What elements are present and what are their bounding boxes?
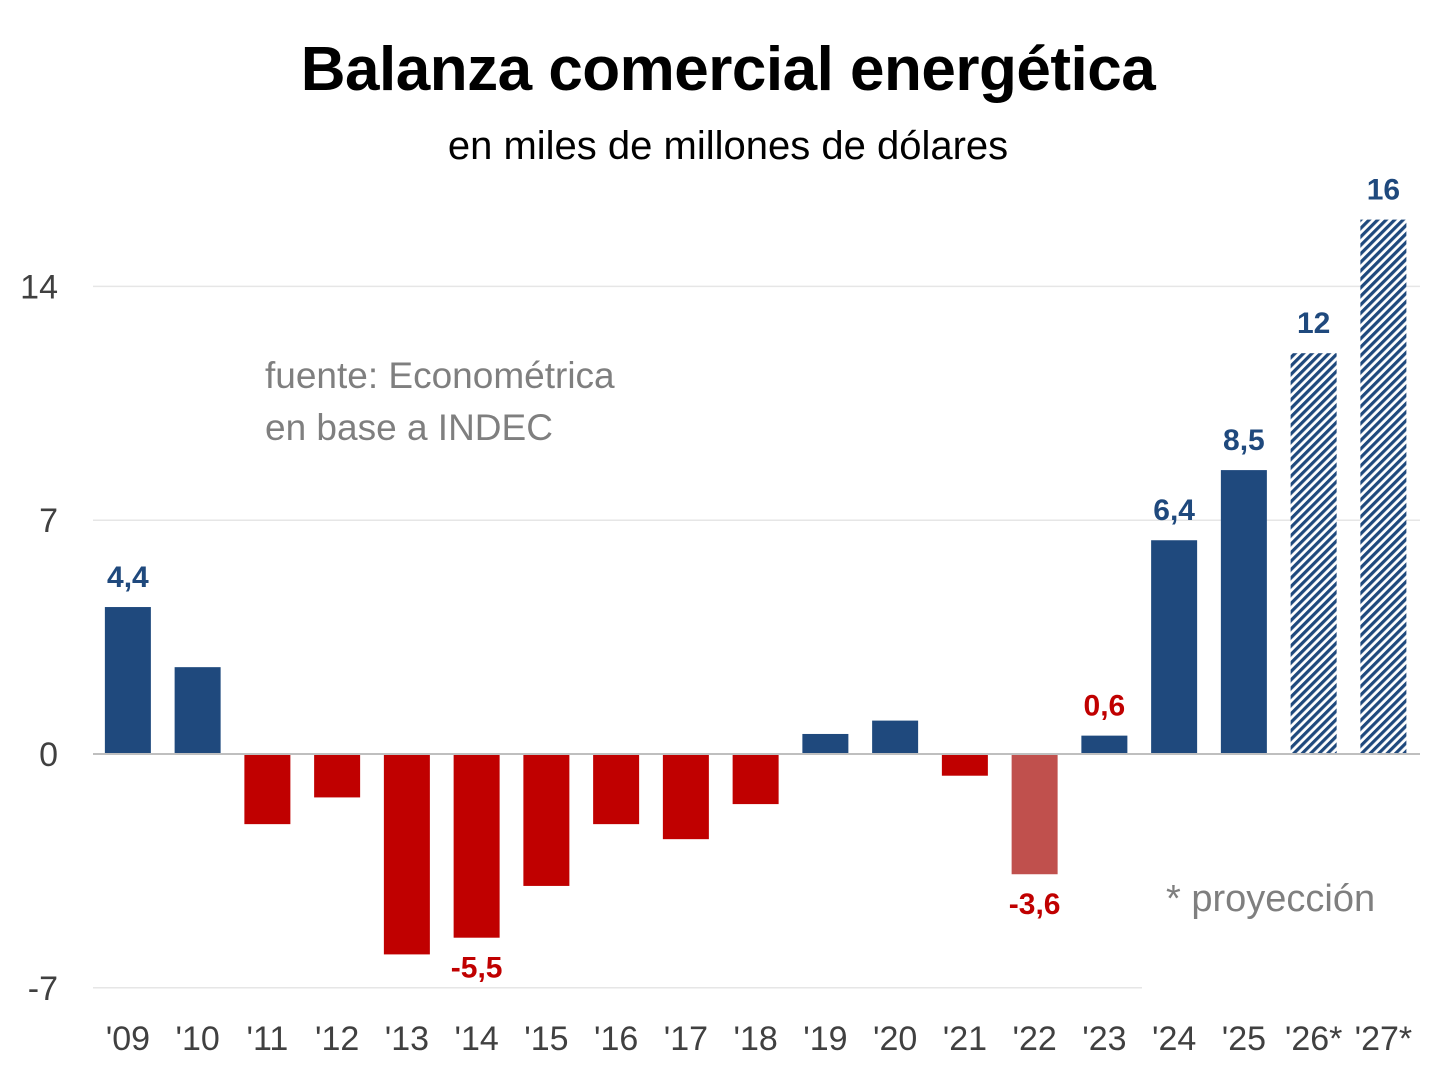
x-tick-label: '11 [246, 1020, 288, 1058]
source-note: fuente: Econométrica en base a INDEC [265, 350, 615, 454]
bar [1360, 219, 1407, 755]
data-label: 12 [1297, 307, 1330, 340]
bar [1151, 540, 1198, 754]
data-label: 16 [1367, 174, 1400, 207]
data-label: -3,6 [1009, 888, 1061, 921]
x-tick-label: '09 [106, 1020, 150, 1058]
x-tick-label: '24 [1152, 1020, 1196, 1058]
data-labels: 4,4 -5,5 -3,6 0,6 6,4 8,5 12 16 [107, 174, 1400, 985]
x-tick-label: '12 [315, 1020, 359, 1058]
chart-title: Balanza comercial energética [300, 35, 1156, 104]
x-tick-label: '27* [1355, 1020, 1413, 1058]
y-tick-label: 14 [20, 268, 58, 306]
bar [314, 754, 361, 798]
bar [662, 754, 709, 840]
bar [941, 754, 988, 776]
bar [104, 607, 151, 754]
y-tick-label: -7 [28, 970, 58, 1008]
x-tick-label: '21 [943, 1020, 987, 1058]
data-label: -5,5 [451, 952, 503, 985]
x-tick-label: '22 [1012, 1020, 1056, 1058]
bar [244, 754, 291, 825]
bars [104, 219, 1407, 955]
x-tick-label: '16 [594, 1020, 638, 1058]
bar [453, 754, 500, 938]
data-label: 4,4 [107, 561, 149, 594]
x-tick-label: '15 [524, 1020, 568, 1058]
y-tick-label: 0 [39, 736, 58, 774]
x-tick-label: '14 [454, 1020, 498, 1058]
bar [1220, 470, 1267, 754]
bar [1081, 735, 1128, 754]
data-label: 8,5 [1223, 424, 1265, 457]
bar [1290, 353, 1337, 754]
data-label: 0,6 [1084, 690, 1126, 723]
x-tick-label: '18 [733, 1020, 777, 1058]
bar [593, 754, 640, 825]
axes: -7 0 7 14 '09 '10 '11 '12 '13 '14 '15 '16 '17 '18 '19 '… [20, 268, 1420, 1058]
x-tick-label: '19 [803, 1020, 847, 1058]
projection-note: * proyección [1166, 878, 1376, 920]
x-tick-label: '17 [664, 1020, 708, 1058]
x-tick-label: '20 [873, 1020, 917, 1058]
bar [174, 667, 221, 754]
x-tick-label: '25 [1222, 1020, 1266, 1058]
data-label: 6,4 [1153, 494, 1195, 527]
bar [1011, 754, 1058, 875]
x-tick-label: '26* [1285, 1020, 1343, 1058]
bar [802, 733, 849, 754]
x-tick-label: '10 [175, 1020, 219, 1058]
chart-subtitle: en miles de millones de dólares [447, 124, 1009, 168]
bar [872, 720, 919, 754]
bar [383, 754, 430, 955]
bar [523, 754, 570, 886]
source-line-1: fuente: Econométrica [265, 355, 615, 396]
source-line-2: en base a INDEC [265, 407, 553, 448]
y-tick-label: 7 [39, 502, 58, 540]
gridlines [93, 285, 1420, 989]
bar [732, 754, 779, 805]
x-tick-label: '23 [1082, 1020, 1126, 1058]
x-tick-label: '13 [385, 1020, 429, 1058]
